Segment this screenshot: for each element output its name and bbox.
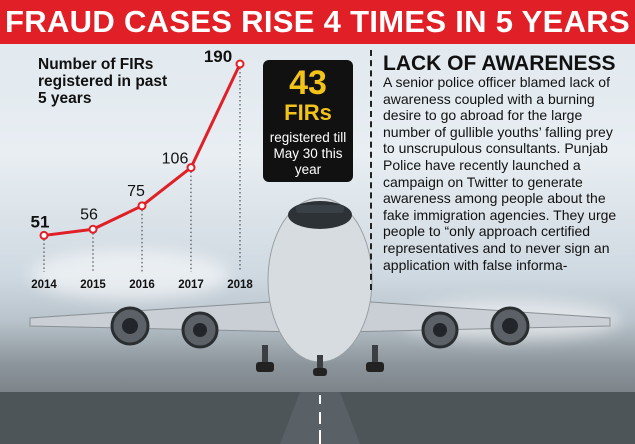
panel-title: LACK OF AWARENESS [383, 52, 616, 75]
data-label: 51 [31, 212, 50, 231]
panel-body: A senior police officer blamed lack of a… [383, 74, 617, 273]
chart-title: Number of FIRs registered in past 5 year… [38, 56, 168, 107]
badge-caption: registered till May 30 this year [269, 130, 347, 177]
line-chart: 51 56 75 106 190 2014 2015 2016 2017 2018 [31, 47, 254, 291]
cloud-decoration [30, 250, 230, 300]
badge-unit: FIRs [284, 100, 332, 125]
headline-banner: FRAUD CASES RISE 4 TIMES IN 5 YEARS [0, 0, 635, 44]
data-label: 106 [162, 151, 189, 168]
column-divider [370, 50, 372, 290]
headline-text: FRAUD CASES RISE 4 TIMES IN 5 YEARS [5, 4, 630, 39]
x-tick-label: 2018 [227, 279, 253, 291]
data-point [39, 230, 49, 240]
x-tick-label: 2016 [129, 279, 155, 291]
data-label: 190 [204, 47, 232, 66]
data-label: 75 [127, 183, 145, 200]
data-point [235, 59, 245, 69]
firs-badge: 43 FIRs registered till May 30 this year [263, 60, 353, 182]
x-tick-label: 2015 [80, 279, 106, 291]
x-tick-label: 2014 [31, 279, 57, 291]
data-point [186, 163, 196, 173]
badge-value: 43 [289, 64, 327, 102]
data-point [88, 224, 98, 234]
x-tick-label: 2017 [178, 279, 204, 291]
data-point [137, 201, 147, 211]
data-label: 56 [80, 206, 98, 223]
